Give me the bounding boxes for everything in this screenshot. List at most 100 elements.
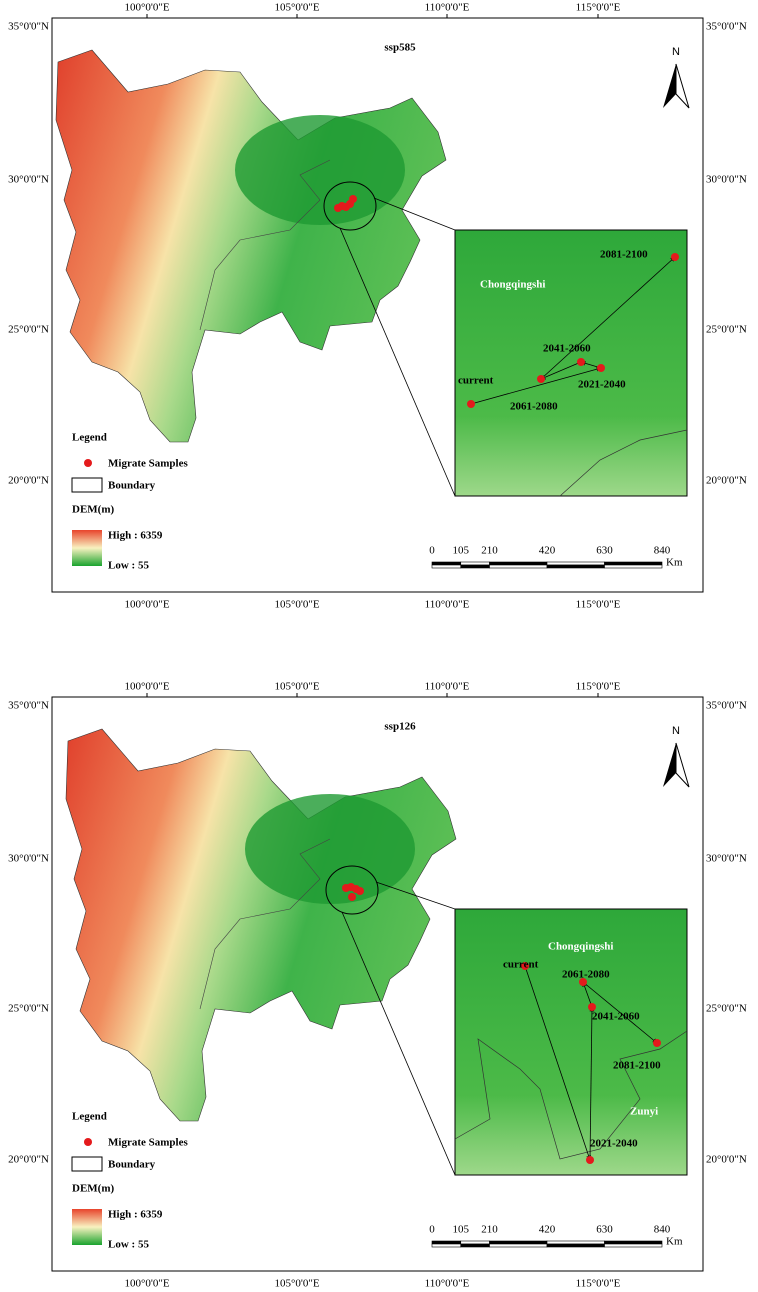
north-arrow	[675, 742, 690, 788]
scale-segment	[604, 561, 663, 566]
lat-label: 30°0'0"N	[8, 853, 49, 865]
basin	[235, 115, 405, 225]
lat-label: 25°0'0"N	[8, 1003, 49, 1015]
sample-point	[521, 962, 529, 970]
zoom-line	[339, 227, 456, 497]
lat-label: 35°0'0"N	[8, 21, 49, 33]
lon-label: 105°0'0"E	[274, 1278, 319, 1290]
scale-segment	[431, 564, 462, 569]
scale-segment	[460, 564, 490, 569]
lat-label: 20°0'0"N	[706, 1154, 747, 1166]
scale-segment	[489, 1243, 548, 1248]
lon-label: 110°0'0"E	[425, 2, 470, 14]
sample-point	[467, 400, 475, 408]
scale-segment	[546, 1243, 605, 1248]
period-label: current	[503, 959, 539, 971]
lat-label: 30°0'0"N	[706, 853, 747, 865]
scale-label: 840	[654, 1224, 671, 1236]
dem-ramp	[72, 1209, 102, 1245]
period-label: current	[458, 375, 494, 387]
lon-label: 105°0'0"E	[274, 681, 319, 693]
scale-segment	[604, 564, 663, 569]
lat-label: 25°0'0"N	[706, 324, 747, 336]
sample-point	[586, 1156, 594, 1164]
period-label: 2081-2100	[613, 1060, 661, 1072]
inset-boundary	[559, 429, 688, 497]
lat-label: 20°0'0"N	[8, 1154, 49, 1166]
lon-label: 105°0'0"E	[274, 599, 319, 611]
north-arrow	[663, 743, 676, 787]
migration-arrow	[470, 366, 602, 405]
sample-point	[653, 1039, 661, 1047]
scale-segment	[431, 1243, 462, 1248]
inset-map	[454, 229, 688, 497]
sample-point	[537, 375, 545, 383]
north-label: N	[672, 725, 680, 737]
sample-point	[579, 978, 587, 986]
migration-arrow	[540, 361, 582, 380]
scale-label: 210	[481, 545, 498, 557]
lat-label: 25°0'0"N	[8, 324, 49, 336]
dem-high: High : 6359	[108, 530, 163, 542]
legend-point	[84, 459, 92, 467]
dem-title: DEM(m)	[72, 1183, 114, 1195]
scale-label: 105	[453, 1224, 470, 1236]
scale-segment	[489, 561, 548, 566]
sample-point	[597, 364, 605, 372]
scale-label: 630	[596, 545, 613, 557]
scale-label: 0	[429, 1224, 435, 1236]
scale-segment	[604, 1243, 663, 1248]
zoom-line	[375, 881, 456, 910]
legend-box	[71, 1156, 103, 1172]
dem-ramp	[72, 530, 102, 566]
scale-segment	[546, 564, 605, 569]
period-label: 2061-2080	[510, 401, 558, 413]
scale-unit: Km	[666, 557, 683, 569]
period-label: 2041-2060	[543, 343, 591, 355]
scale-segment	[489, 1240, 548, 1245]
dem-title: DEM(m)	[72, 504, 114, 516]
map-panel: ssp126 100°0'0"E 100°0'0"E 105°0'0"E 105°0'0…	[8, 681, 747, 1290]
lon-label: 100°0'0"E	[124, 1278, 169, 1290]
migration-arrow	[582, 981, 593, 1008]
map-title: ssp585	[384, 42, 416, 54]
lon-label: 115°0'0"E	[576, 599, 621, 611]
scale-segment	[431, 1240, 462, 1245]
lat-label: 25°0'0"N	[706, 1003, 747, 1015]
period-label: 2041-2060	[592, 1011, 640, 1023]
scale-segment	[604, 1240, 663, 1245]
scale-label: 630	[596, 1224, 613, 1236]
scale-segment	[546, 561, 605, 566]
scale-label: 420	[539, 545, 556, 557]
lat-label: 35°0'0"N	[706, 700, 747, 712]
dem-high: High : 6359	[108, 1209, 163, 1221]
legend-point	[84, 1138, 92, 1146]
north-arrow	[675, 63, 690, 109]
period-label: 2021-2040	[590, 1138, 638, 1150]
lon-label: 110°0'0"E	[425, 599, 470, 611]
scale-segment	[546, 1240, 605, 1245]
place-label: Chongqingshi	[480, 279, 545, 291]
scale-label: 0	[429, 545, 435, 557]
lon-label: 110°0'0"E	[425, 1278, 470, 1290]
legend-item: Migrate Samples	[108, 458, 188, 470]
period-label: 2021-2040	[578, 379, 626, 391]
scale-unit: Km	[666, 1236, 683, 1248]
legend-title: Legend	[72, 1111, 107, 1123]
north-label: N	[672, 46, 680, 58]
sample-point	[588, 1003, 596, 1011]
dem-low: Low : 55	[108, 1239, 149, 1251]
lat-label: 20°0'0"N	[8, 475, 49, 487]
inset-boundary	[454, 1030, 688, 1160]
legend-item: Migrate Samples	[108, 1137, 188, 1149]
scale-segment	[460, 1240, 490, 1245]
legend-box	[71, 477, 103, 493]
lat-label: 30°0'0"N	[706, 174, 747, 186]
period-label: 2081-2100	[600, 249, 648, 261]
zoom-line	[341, 911, 456, 1176]
zoom-circle	[323, 181, 377, 231]
sample-point	[671, 253, 679, 261]
scale-segment	[431, 561, 462, 566]
scale-label: 210	[481, 1224, 498, 1236]
